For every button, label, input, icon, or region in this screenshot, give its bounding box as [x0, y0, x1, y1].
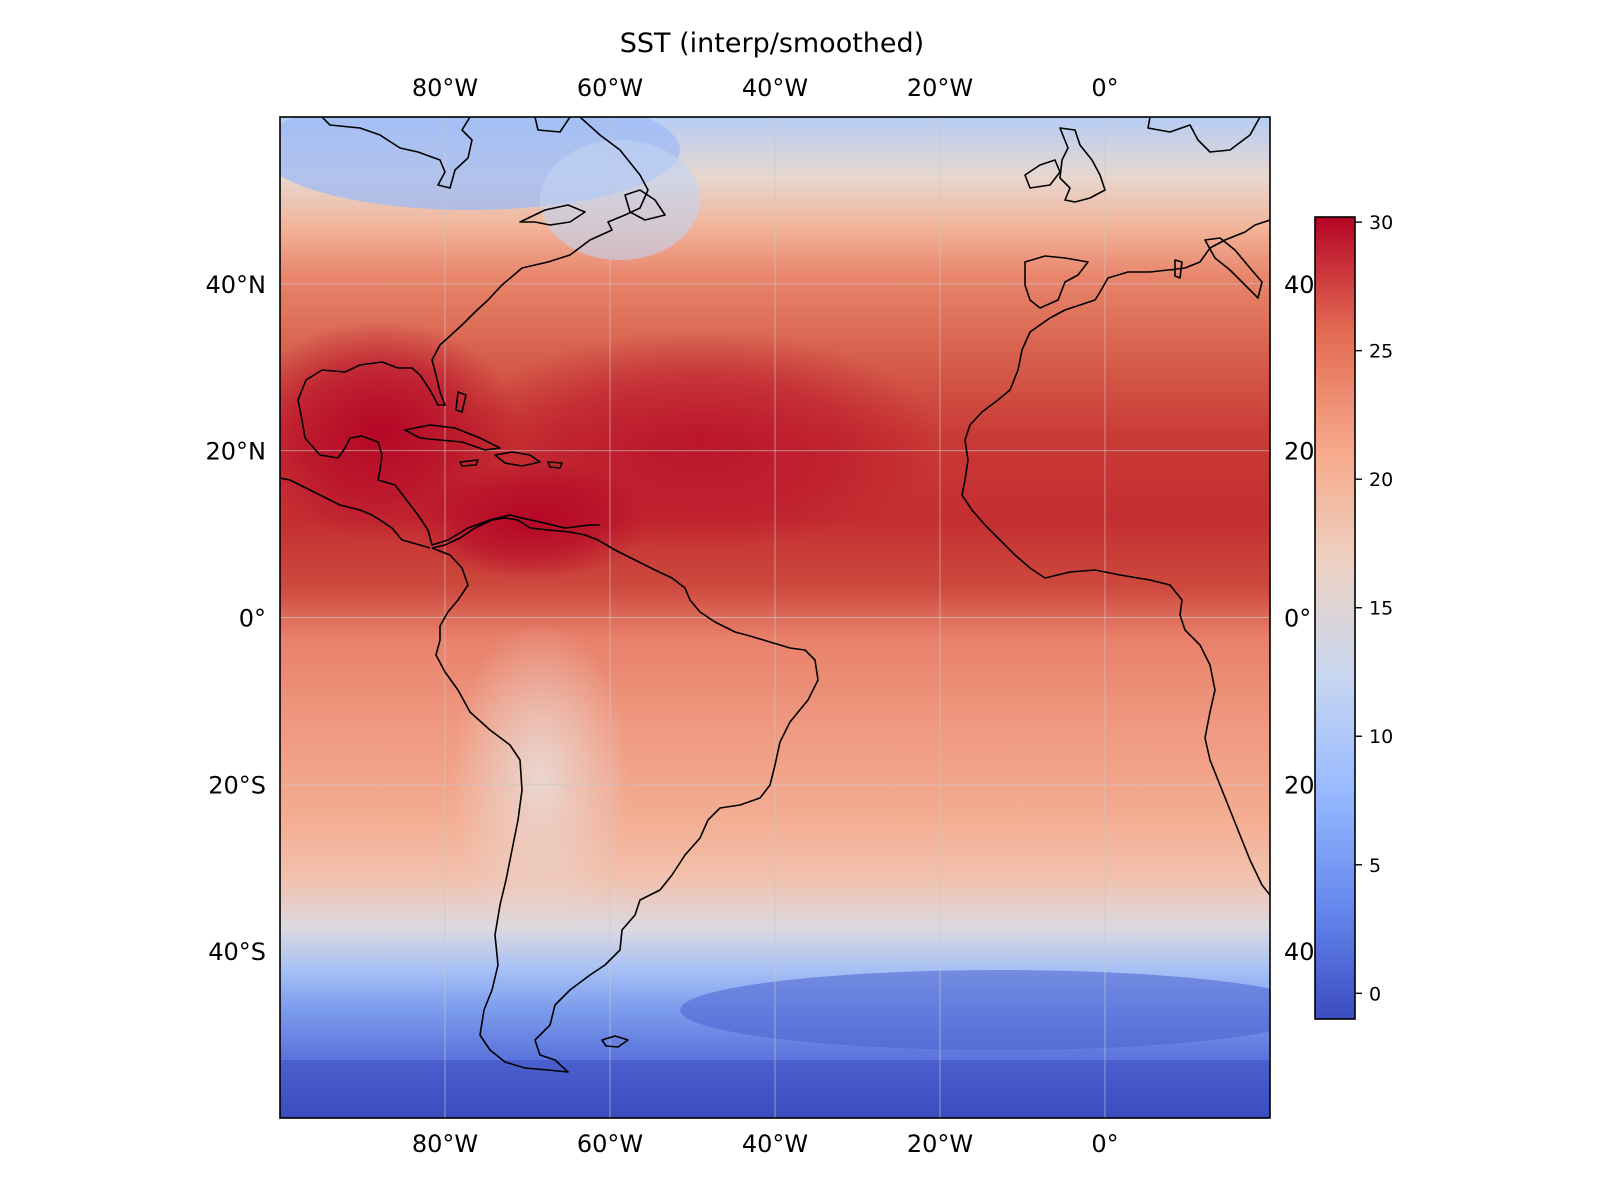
- lon-tick-bottom-label: 0°: [1091, 1130, 1118, 1158]
- lat-ticks-right: 40 20 0° 20 40: [1284, 271, 1315, 966]
- colorbar-tick-label: 5: [1369, 855, 1381, 877]
- colorbar-tick-label: 15: [1369, 598, 1393, 620]
- colorbar: 30 25 20 15 10 5 0: [1314, 212, 1393, 1020]
- lat-tick-left-label: 40°S: [208, 938, 266, 966]
- coastlines: [280, 117, 1270, 1073]
- coast-caribbean-islands: [404, 391, 563, 469]
- lat-tick-right-label: 40: [1284, 938, 1315, 966]
- lon-tick-bottom-label: 40°W: [742, 1130, 808, 1158]
- lon-tick-bottom-label: 60°W: [577, 1130, 643, 1158]
- colorbar-tick-label: 10: [1369, 726, 1393, 748]
- lon-tick-bottom-label: 20°W: [907, 1130, 973, 1158]
- lon-tick-top-label: 80°W: [412, 74, 478, 102]
- lon-tick-top-label: 60°W: [577, 74, 643, 102]
- colorbar-tick-label: 30: [1369, 212, 1393, 234]
- lat-tick-right-label: 20: [1284, 771, 1315, 799]
- colorbar-ticks: 30 25 20 15 10 5 0: [1355, 212, 1393, 1005]
- colorbar-tick-label: 25: [1369, 341, 1393, 363]
- coast-europe-africa: [961, 117, 1270, 896]
- lon-tick-bottom-label: 80°W: [412, 1130, 478, 1158]
- lat-tick-left-label: 40°N: [206, 271, 267, 299]
- colorbar-gradient: [1314, 216, 1356, 1020]
- lat-ticks-left: 40°N 20°N 0° 20°S 40°S: [206, 271, 267, 966]
- lon-ticks-bottom: 80°W 60°W 40°W 20°W 0°: [412, 1130, 1119, 1158]
- coast-north-america: [280, 117, 649, 549]
- lat-tick-right-label: 20: [1284, 438, 1315, 466]
- lat-tick-right-label: 40: [1284, 271, 1315, 299]
- lat-tick-right-label: 0°: [1284, 605, 1311, 633]
- coast-south-america: [431, 517, 819, 1073]
- lon-tick-top-label: 40°W: [742, 74, 808, 102]
- lat-tick-left-label: 0°: [239, 605, 266, 633]
- lon-ticks-top: 80°W 60°W 40°W 20°W 0°: [412, 74, 1119, 102]
- lat-tick-left-label: 20°S: [208, 771, 266, 799]
- colorbar-tick-label: 20: [1369, 469, 1393, 491]
- sst-field: [280, 117, 1270, 1118]
- map-title: SST (interp/smoothed): [620, 28, 924, 59]
- lon-tick-top-label: 20°W: [907, 74, 973, 102]
- colorbar-tick-label: 0: [1369, 983, 1381, 1005]
- lat-tick-left-label: 20°N: [206, 438, 267, 466]
- lon-tick-top-label: 0°: [1091, 74, 1118, 102]
- map-frame: [279, 116, 1271, 1119]
